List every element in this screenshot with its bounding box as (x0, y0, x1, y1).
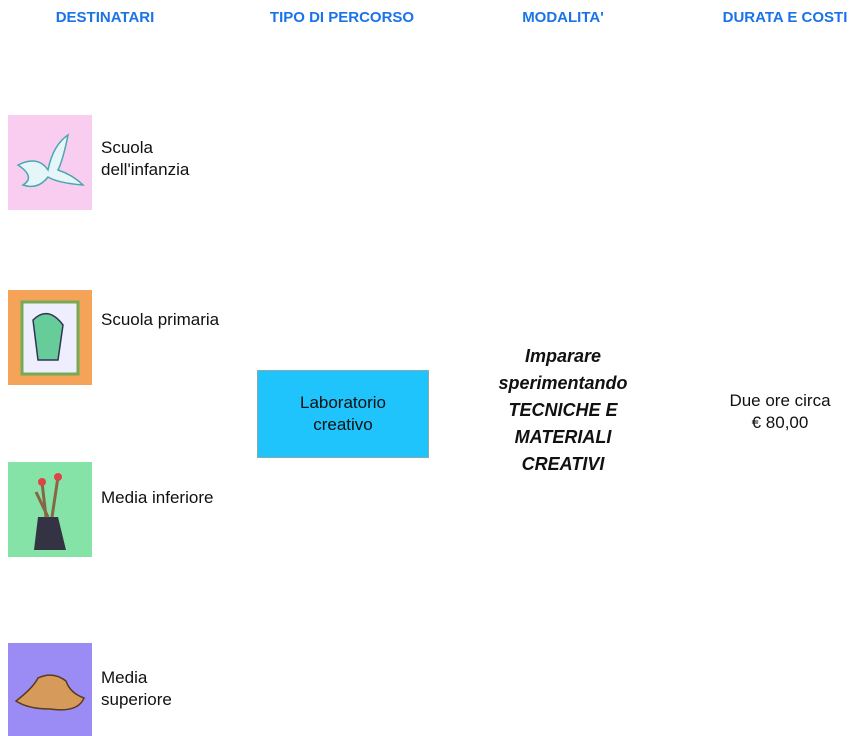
flowers-icon (8, 462, 92, 557)
recipient-label: Media superiore (101, 668, 172, 709)
recipient-label: Scuola dell'infanzia (101, 138, 190, 179)
column-header: TIPO DI PERCORSO (269, 9, 415, 26)
recipient-label: Media inferiore (101, 488, 214, 507)
mode-intro: Imparare sperimentando (498, 346, 628, 393)
duration-cost: € 80,00 (751, 413, 809, 432)
column-header: MODALITA' (522, 9, 604, 26)
painting-icon (8, 290, 92, 385)
column-header: DURATA E COSTI (722, 9, 848, 26)
mode-text: Imparare sperimentando TECNICHE E MATERI… (473, 343, 653, 478)
path-type-label: Laboratorio creativo (299, 393, 386, 434)
hat-icon (8, 643, 92, 736)
path-type-box: Laboratorio creativo (257, 370, 429, 458)
mode-topic: TECNICHE E MATERIALI CREATIVI (508, 400, 618, 474)
duration-time: Due ore circa (729, 391, 831, 410)
recipient-label: Scuola primaria (101, 310, 220, 329)
duration-text: Due ore circa € 80,00 (690, 390, 867, 434)
column-header: DESTINATARI (55, 9, 155, 26)
dove-icon (8, 115, 92, 210)
